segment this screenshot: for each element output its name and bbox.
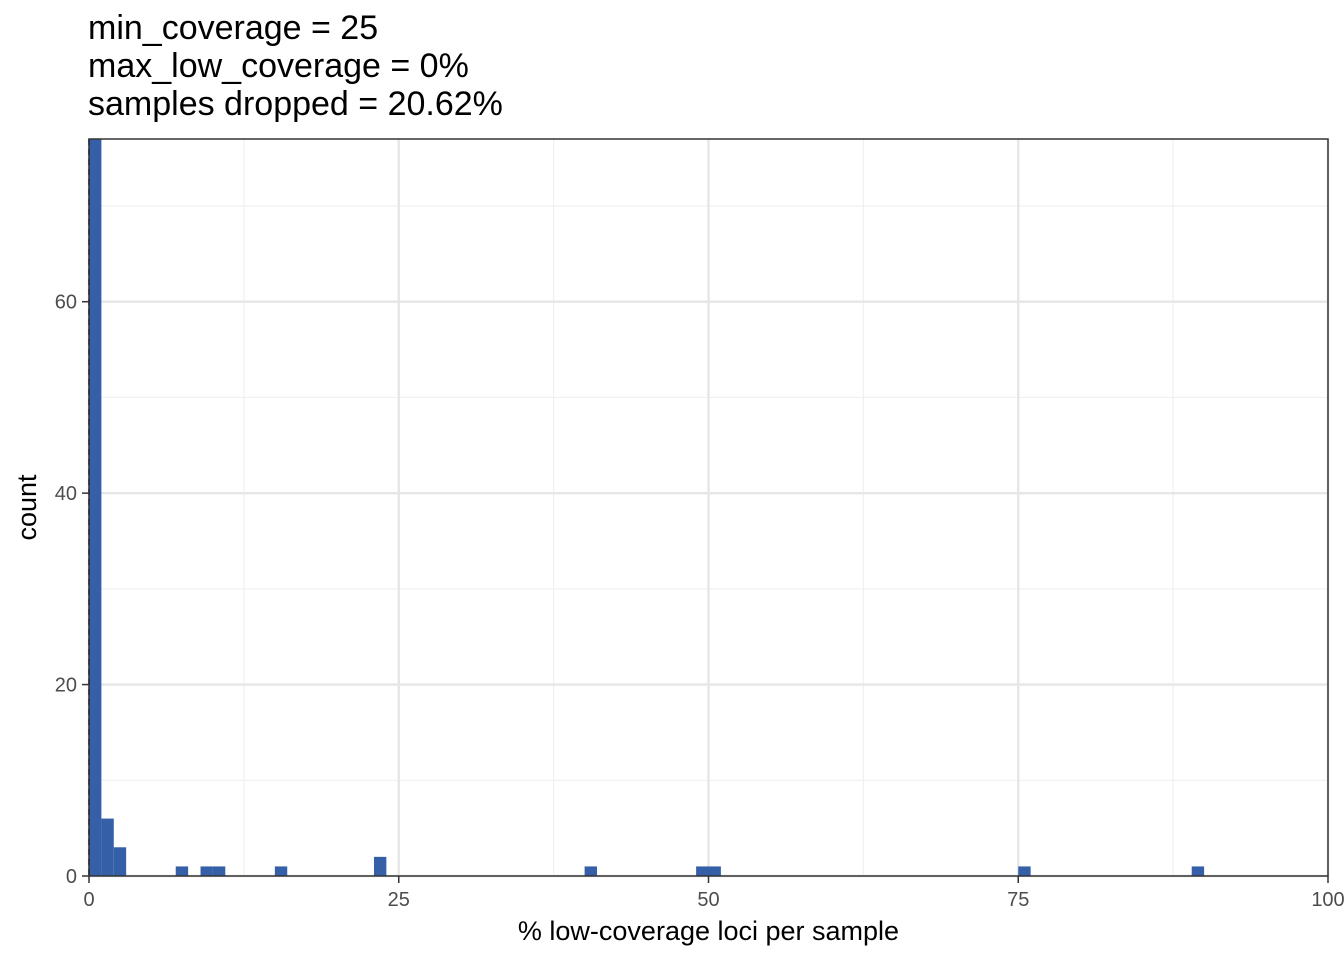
axis-ticks xyxy=(82,300,1329,883)
histogram-bar xyxy=(696,866,709,876)
chart-title-line-2: max_low_coverage = 0% xyxy=(88,47,469,85)
histogram-bar xyxy=(89,139,102,876)
x-tick-label: 50 xyxy=(697,889,719,911)
histogram-bar xyxy=(274,866,288,876)
histogram-bar xyxy=(1018,866,1031,876)
y-tick-labels: 0 20 40 60 xyxy=(55,292,77,888)
histogram-bar xyxy=(373,856,387,876)
y-axis-title: count xyxy=(12,474,42,541)
grid-major xyxy=(87,139,1330,878)
histogram-bar xyxy=(584,866,597,876)
x-tick-label: 0 xyxy=(83,889,94,911)
x-axis-title: % low-coverage loci per sample xyxy=(518,916,899,946)
histogram-bar xyxy=(200,866,213,876)
histogram-bar xyxy=(101,818,114,876)
chart-title-line-3: samples dropped = 20.62% xyxy=(88,85,503,123)
histogram-bar xyxy=(212,866,226,876)
chart-title-line-1: min_coverage = 25 xyxy=(88,9,379,47)
bars xyxy=(89,139,1205,876)
histogram-bar xyxy=(113,847,127,876)
y-tick-label: 60 xyxy=(55,292,77,314)
y-tick-label: 0 xyxy=(66,866,77,888)
histogram-bar xyxy=(708,866,721,876)
histogram-bar xyxy=(175,866,189,876)
x-tick-labels: 0 25 50 75 100 xyxy=(83,889,1344,911)
histogram-bar xyxy=(1191,866,1205,876)
y-tick-label: 20 xyxy=(55,675,77,697)
x-tick-label: 25 xyxy=(388,889,410,911)
x-tick-label: 100 xyxy=(1311,889,1344,911)
y-tick-label: 40 xyxy=(55,483,77,505)
x-tick-label: 75 xyxy=(1007,889,1029,911)
